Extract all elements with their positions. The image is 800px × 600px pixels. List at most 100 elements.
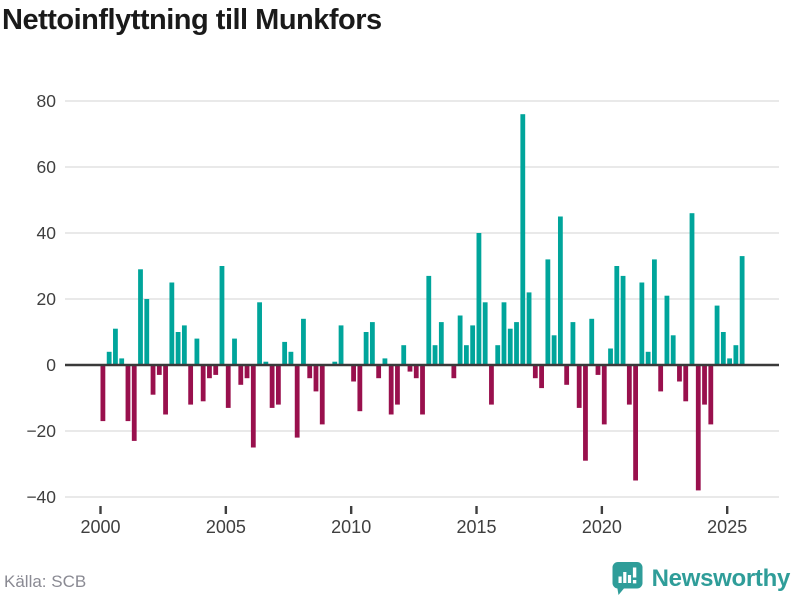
bar bbox=[225, 365, 231, 408]
bar bbox=[539, 365, 544, 389]
y-tick-label: 20 bbox=[37, 289, 57, 309]
bar bbox=[125, 365, 131, 422]
bar bbox=[106, 351, 112, 365]
bar bbox=[683, 365, 689, 402]
chart-title: Nettoinflyttning till Munkfors bbox=[2, 4, 382, 36]
bar bbox=[194, 338, 200, 365]
bar bbox=[482, 302, 488, 365]
bar bbox=[702, 365, 707, 405]
bar bbox=[576, 365, 582, 408]
bar bbox=[620, 275, 626, 365]
bar bbox=[407, 365, 413, 372]
x-tick-label: 2000 bbox=[80, 517, 120, 537]
bar bbox=[495, 345, 501, 365]
bar bbox=[181, 325, 187, 365]
bar bbox=[664, 295, 670, 365]
bar bbox=[250, 365, 256, 448]
bar bbox=[526, 292, 532, 365]
bar bbox=[658, 365, 664, 392]
x-tick-label: 2010 bbox=[331, 517, 371, 537]
bar bbox=[282, 341, 288, 365]
bar bbox=[131, 365, 137, 441]
newsworthy-logo-icon bbox=[612, 562, 643, 595]
bar bbox=[207, 365, 212, 379]
x-tick-label: 2005 bbox=[206, 517, 246, 537]
bar bbox=[432, 345, 438, 365]
bar bbox=[163, 365, 168, 415]
bar bbox=[275, 365, 281, 405]
y-tick-label: 40 bbox=[37, 223, 57, 243]
bar bbox=[714, 305, 720, 365]
bar bbox=[614, 266, 620, 365]
bar bbox=[232, 338, 237, 365]
bar bbox=[476, 233, 482, 365]
bar bbox=[401, 345, 407, 365]
bar bbox=[319, 365, 325, 425]
bar bbox=[244, 365, 250, 379]
bar bbox=[156, 365, 162, 375]
bar bbox=[708, 365, 714, 425]
bar bbox=[733, 345, 739, 365]
bar bbox=[695, 365, 701, 491]
bar bbox=[514, 322, 519, 365]
bar bbox=[451, 365, 457, 379]
bar bbox=[219, 266, 225, 365]
bar bbox=[100, 365, 106, 422]
bar bbox=[213, 365, 219, 375]
bar bbox=[338, 325, 344, 365]
brand-name: Newsworthy bbox=[651, 564, 791, 592]
bar bbox=[670, 335, 676, 365]
bar bbox=[138, 269, 143, 365]
bar bbox=[438, 322, 444, 365]
bar bbox=[351, 365, 356, 382]
bar bbox=[307, 365, 313, 379]
bar bbox=[288, 351, 294, 365]
y-tick-label: 60 bbox=[37, 157, 57, 177]
x-tick-label: 2020 bbox=[582, 517, 622, 537]
bar bbox=[645, 351, 651, 365]
bar bbox=[457, 315, 463, 365]
bar bbox=[388, 365, 394, 415]
bar bbox=[470, 325, 476, 365]
bar bbox=[501, 302, 507, 365]
bar bbox=[382, 358, 388, 365]
bar bbox=[589, 318, 595, 365]
bar bbox=[200, 365, 206, 402]
bar bbox=[677, 365, 682, 382]
bar bbox=[113, 328, 118, 365]
x-tick-label: 2025 bbox=[707, 517, 747, 537]
bar bbox=[489, 365, 494, 405]
bar bbox=[150, 365, 156, 395]
bar bbox=[545, 259, 551, 365]
bar bbox=[520, 114, 526, 365]
bar bbox=[169, 282, 175, 365]
bar bbox=[420, 365, 425, 415]
bar bbox=[507, 328, 513, 365]
bar bbox=[601, 365, 607, 425]
bar bbox=[532, 365, 538, 379]
bar bbox=[395, 365, 400, 405]
bar bbox=[376, 365, 382, 379]
y-tick-label: 80 bbox=[37, 91, 57, 111]
bar bbox=[175, 332, 181, 365]
bar bbox=[720, 332, 726, 365]
bar bbox=[413, 365, 419, 379]
bar bbox=[551, 335, 557, 365]
bar bbox=[739, 256, 745, 365]
bar bbox=[363, 332, 369, 365]
bar bbox=[595, 365, 601, 375]
bar bbox=[257, 302, 262, 365]
bar bbox=[689, 213, 695, 365]
bar bbox=[426, 275, 432, 365]
bar bbox=[633, 365, 638, 481]
bar bbox=[188, 365, 194, 405]
bar bbox=[626, 365, 632, 405]
newsworthy-logo: Newsworthy bbox=[612, 561, 790, 596]
bar bbox=[119, 358, 125, 365]
bar bbox=[727, 358, 732, 365]
bar bbox=[463, 345, 469, 365]
bar bbox=[357, 365, 363, 412]
bar bbox=[369, 322, 375, 365]
bar bbox=[269, 365, 275, 408]
